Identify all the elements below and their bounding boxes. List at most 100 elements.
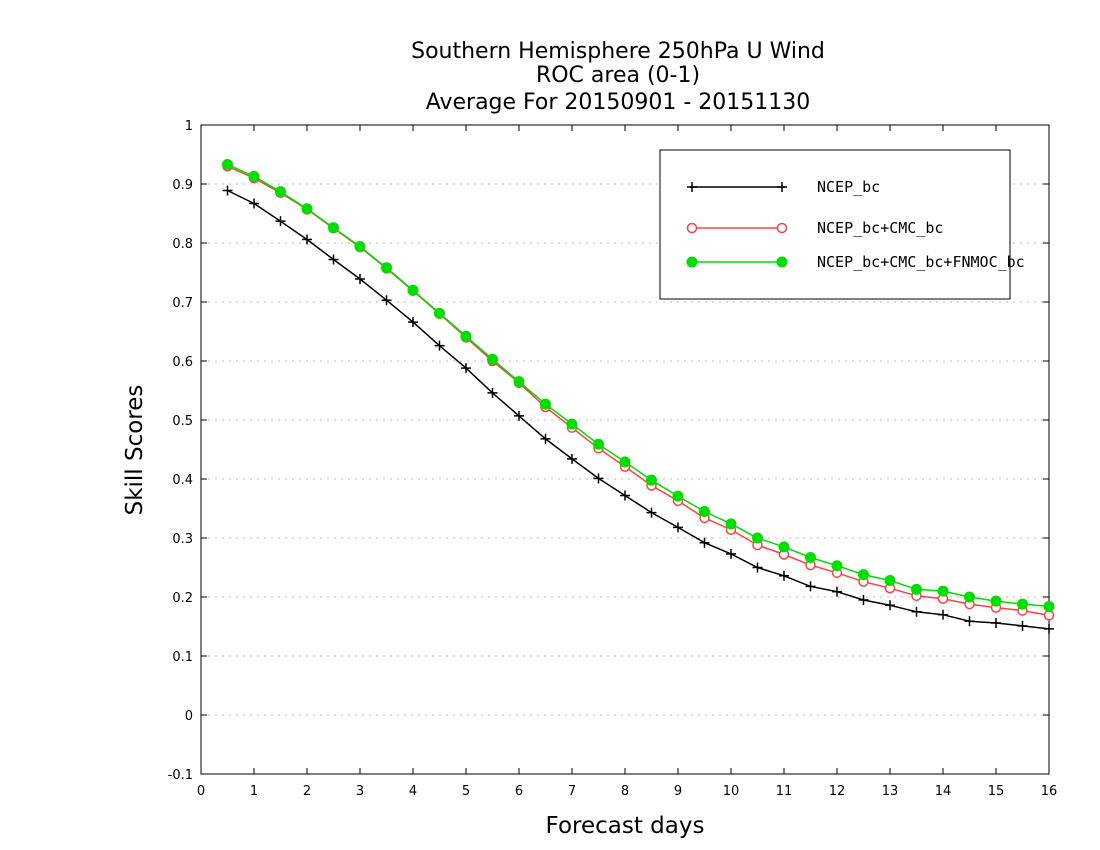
y-tick-label: 0.4 [172, 473, 193, 488]
plot-frame [200, 124, 1050, 775]
series-1 [222, 185, 1054, 634]
legend-entries: NCEP_bc NCEP_bc+CMC_bc NCEP_bc+CMC_bc+FNMO… [686, 178, 1025, 271]
data-point [832, 586, 842, 597]
data-point [275, 186, 286, 198]
data-point [937, 585, 949, 597]
chart-title-line-1: Southern Hemisphere 250hPa U Wind [411, 39, 825, 64]
data-point [673, 522, 683, 533]
data-point [567, 453, 577, 464]
data-point [911, 583, 922, 595]
y-tick-label: 0.2 [172, 591, 193, 606]
legend-entry: NCEP_bc+CMC_bc [686, 219, 943, 237]
data-point [249, 198, 259, 209]
legend-label: NCEP_bc [817, 178, 880, 196]
legend-box [659, 149, 1011, 300]
legend-entry: NCEP_bc+CMC_bc+FNMOC_bc [686, 253, 1025, 271]
y-tick-label: 0.6 [172, 355, 193, 370]
y-tick-label: 0.5 [172, 414, 193, 429]
data-point [1017, 620, 1028, 631]
data-point [726, 548, 736, 559]
legend: NCEP_bc NCEP_bc+CMC_bc NCEP_bc+CMC_bc+FNMO… [659, 149, 1025, 300]
legend-marker-start [686, 256, 698, 268]
legend-marker-end [776, 222, 788, 234]
grid-lines [201, 183, 1049, 716]
series-layer [222, 159, 1055, 634]
data-point [805, 581, 816, 592]
x-tick-label: 15 [988, 784, 1005, 799]
series-line [227, 189, 1050, 630]
x-tick-label: 6 [515, 784, 523, 799]
data-point [990, 595, 1002, 607]
legend-entry: NCEP_bc [687, 178, 880, 196]
data-point [460, 330, 472, 342]
data-point [408, 317, 418, 328]
y-tick-label: 0.9 [172, 178, 193, 193]
data-point [672, 490, 684, 502]
data-point [461, 363, 471, 374]
x-tick-label: 13 [882, 784, 899, 799]
x-tick-label: 4 [409, 784, 417, 799]
data-point [434, 307, 445, 319]
data-point [779, 570, 789, 581]
legend-label: NCEP_bc+CMC_bc+FNMOC_bc [817, 253, 1025, 271]
x-tick-label: 14 [935, 784, 952, 799]
data-point [381, 262, 392, 274]
legend-label: NCEP_bc+CMC_bc [817, 219, 943, 237]
x-tick-label: 5 [462, 784, 470, 799]
data-point [991, 617, 1001, 628]
y-tick-label: 0.1 [172, 650, 193, 665]
y-tick-label: 0 [185, 709, 193, 724]
data-point [858, 569, 869, 581]
y-axis-label: Skill Scores [122, 385, 148, 516]
y-axis-ticks: -0.1 0 0.1 0.2 0.3 0.4 0.5 0.6 0.7 0.8 0.9 1 [168, 119, 1049, 783]
data-point [620, 490, 630, 501]
x-tick-label: 16 [1041, 784, 1058, 799]
data-point [964, 591, 975, 603]
data-point [1043, 600, 1055, 612]
x-tick-label: 1 [250, 784, 258, 799]
data-point [1017, 598, 1028, 610]
data-point [407, 284, 419, 296]
y-tick-label: 1 [185, 119, 193, 134]
data-point [514, 410, 524, 421]
data-point [355, 273, 365, 284]
x-axis-ticks: 0 1 2 3 4 5 6 7 8 9 10 11 12 13 14 15 16 [197, 125, 1057, 799]
data-point [858, 594, 869, 605]
series-3 [222, 159, 1055, 612]
legend-marker-end [776, 256, 788, 268]
legend-marker-end [777, 182, 787, 192]
data-point [540, 398, 551, 410]
data-point [938, 609, 948, 620]
y-tick-label: -0.1 [168, 768, 193, 783]
data-point [487, 353, 498, 365]
x-tick-label: 7 [568, 784, 576, 799]
data-point [248, 170, 260, 182]
data-point [566, 418, 578, 430]
data-point [222, 185, 233, 196]
data-point [302, 234, 312, 245]
x-axis-label: Forecast days [546, 813, 705, 839]
data-point [540, 433, 551, 444]
y-tick-label: 0.8 [172, 237, 193, 252]
x-tick-label: 8 [621, 784, 629, 799]
chart-title-line-3: Average For 20150901 - 20151130 [426, 90, 811, 115]
data-point [831, 560, 843, 572]
data-point [1043, 610, 1055, 621]
data-point [805, 551, 816, 563]
data-point [275, 216, 286, 227]
legend-marker-start [687, 182, 697, 192]
data-point [725, 518, 737, 530]
data-point [646, 474, 657, 486]
data-point [699, 505, 710, 517]
data-point [964, 616, 975, 627]
data-point [328, 254, 339, 265]
y-tick-label: 0.3 [172, 532, 193, 547]
data-point [1044, 623, 1054, 634]
x-tick-label: 11 [776, 784, 793, 799]
data-point [354, 241, 366, 253]
legend-marker-start [686, 222, 698, 234]
data-point [752, 532, 763, 544]
data-point [699, 537, 710, 548]
data-point [434, 340, 445, 351]
